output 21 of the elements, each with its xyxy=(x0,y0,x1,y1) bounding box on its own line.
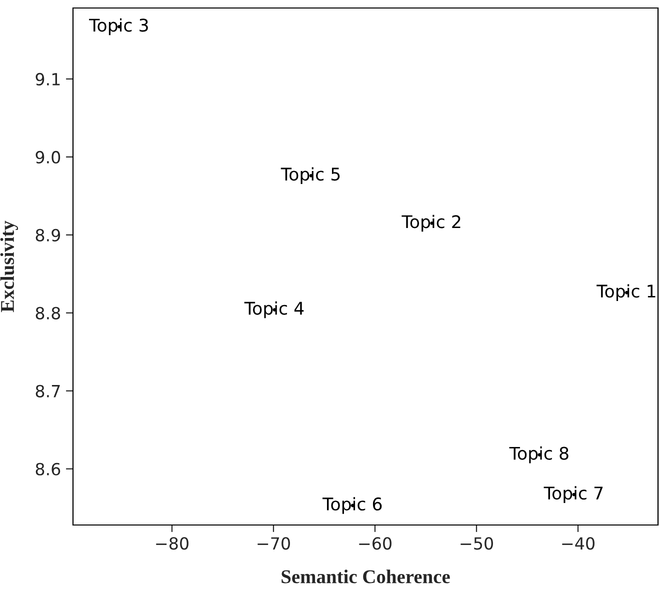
x-tick-label: −80 xyxy=(156,537,188,550)
series-label: Topic 6 xyxy=(322,497,382,514)
x-tick-label: −60 xyxy=(359,537,392,550)
x-tick-label: −70 xyxy=(258,537,290,550)
y-tick-label: 8.8 xyxy=(36,306,60,320)
series-label: Topic 5 xyxy=(280,167,340,184)
series-label: Topic 4 xyxy=(244,301,304,318)
x-tick-label: −50 xyxy=(460,537,493,550)
y-tick-label: 8.7 xyxy=(36,384,60,398)
y-tick-label: 9.0 xyxy=(36,150,60,164)
y-axis-title: Exclusivity xyxy=(0,220,18,312)
series-label: Topic 3 xyxy=(89,18,148,36)
series-label: Topic 2 xyxy=(402,214,460,232)
y-tick-label: 8.6 xyxy=(36,462,60,476)
series-label: Topic 1 xyxy=(596,284,656,302)
x-tick-label: −40 xyxy=(562,537,594,550)
series-label: Topic 8 xyxy=(509,446,568,464)
y-tick-label: 9.1 xyxy=(36,72,60,86)
x-axis-title: Semantic Coherence xyxy=(282,570,450,584)
series-label: Topic 7 xyxy=(544,486,603,503)
y-tick-label: 8.9 xyxy=(36,228,60,242)
